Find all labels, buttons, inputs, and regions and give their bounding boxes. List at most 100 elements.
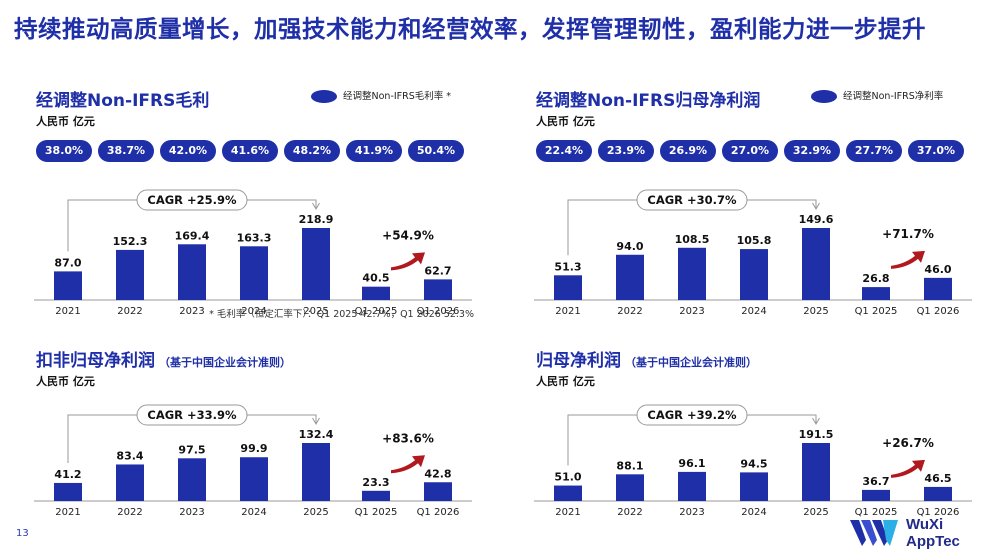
- bar: [678, 471, 706, 501]
- bar: [678, 247, 706, 300]
- growth-label: +26.7%: [882, 436, 934, 450]
- cagr-pill: [136, 404, 248, 426]
- data-label: 149.6: [799, 213, 834, 226]
- x-tick-label: Q1 2026: [917, 306, 960, 317]
- panel-gross-profit: 经调整Non-IFRS毛利 经调整Non-IFRS毛利率 * 人民币 亿元 38…: [16, 74, 486, 324]
- cagr-bracket-right: [747, 414, 817, 423]
- x-tick-label: 2025: [803, 507, 828, 518]
- logo-line1: WuXi: [906, 516, 944, 533]
- margin-pills: 38.0% 38.7% 42.0% 41.6% 48.2% 41.9% 50.4%: [36, 140, 476, 164]
- bar: [178, 458, 206, 501]
- growth-label: +54.9%: [382, 228, 434, 242]
- growth-label: +71.7%: [882, 227, 934, 241]
- margin-pill: 50.4%: [408, 140, 464, 162]
- data-label: 26.8: [862, 272, 889, 285]
- bar: [240, 457, 268, 501]
- logo-mark-icon: [850, 520, 898, 546]
- cagr-arrowhead: [812, 417, 820, 425]
- panel-title-text: 经调整Non-IFRS归母净利润: [536, 91, 761, 111]
- cagr-bracket-right: [247, 414, 317, 423]
- cagr-label: CAGR +33.9%: [147, 408, 237, 422]
- bar: [924, 277, 952, 300]
- data-label: 96.1: [678, 457, 705, 470]
- cagr-label: CAGR +39.2%: [647, 408, 737, 422]
- panel-title: 经调整Non-IFRS毛利: [36, 86, 209, 111]
- unit-label: 人民币 亿元: [36, 115, 95, 128]
- bar: [302, 443, 330, 501]
- unit-label: 人民币 亿元: [536, 375, 595, 388]
- x-tick-label: 2021: [55, 507, 80, 518]
- legend-marker: [311, 90, 337, 103]
- cagr-pill: [136, 189, 248, 211]
- growth-label: +83.6%: [382, 431, 434, 445]
- cagr-label: CAGR +25.9%: [147, 193, 237, 207]
- legend: 经调整Non-IFRS毛利率 *: [311, 88, 451, 103]
- panel-net-profit-adjusted: 经调整Non-IFRS归母净利润 经调整Non-IFRS净利率 人民币 亿元 2…: [516, 74, 986, 324]
- bar-chart: 41.2 2021 83.4 2022 97.5 2023 99.9 2024 132.4 202…: [34, 404, 472, 518]
- x-tick-label: 2024: [741, 306, 766, 317]
- unit-label: 人民币 亿元: [536, 115, 595, 128]
- bar: [424, 482, 452, 501]
- cagr-pill: [636, 189, 748, 211]
- bar: [802, 443, 830, 501]
- x-tick-label: 2021: [55, 306, 80, 317]
- data-label: 46.5: [924, 472, 951, 485]
- margin-pill: 38.7%: [98, 140, 154, 162]
- bar: [740, 249, 768, 300]
- bar: [362, 490, 390, 501]
- margin-pill: 26.9%: [660, 140, 716, 162]
- panel-title-text: 经调整Non-IFRS毛利: [36, 91, 210, 111]
- x-tick-label: 2024: [241, 306, 266, 317]
- unit-label: 人民币 亿元: [36, 375, 95, 388]
- x-tick-label: 2023: [679, 306, 704, 317]
- margin-pill: 27.7%: [846, 140, 902, 162]
- legend: 经调整Non-IFRS净利率: [811, 88, 943, 103]
- page-headline: 持续推动高质量增长，加强技术能力和经营效率，发挥管理韧性，盈利能力进一步提升: [14, 15, 926, 43]
- data-label: 88.1: [616, 459, 643, 472]
- x-tick-label: Q1 2025: [355, 507, 398, 518]
- data-label: 46.0: [924, 263, 951, 276]
- panel-title: 归母净利润 （基于中国企业会计准则）: [536, 346, 757, 371]
- x-tick-label: 2025: [303, 306, 328, 317]
- x-tick-label: 2025: [303, 507, 328, 518]
- legend-marker: [811, 90, 837, 103]
- bar: [924, 486, 952, 501]
- bar: [116, 249, 144, 300]
- x-tick-label: 2023: [679, 507, 704, 518]
- bar: [616, 254, 644, 300]
- company-logo: WuXi AppTec: [850, 516, 990, 554]
- cagr-arrowhead: [312, 202, 320, 210]
- x-tick-label: 2025: [803, 306, 828, 317]
- data-label: 51.3: [554, 260, 581, 273]
- x-tick-label: 2022: [117, 507, 142, 518]
- panel-title: 扣非归母净利润 （基于中国企业会计准则）: [36, 346, 291, 371]
- growth-arrow-icon: [391, 455, 425, 474]
- growth-arrow-icon: [891, 250, 925, 269]
- x-tick-label: 2024: [741, 507, 766, 518]
- panel-subtitle: （基于中国企业会计准则）: [159, 356, 291, 369]
- margin-pill: 27.0%: [722, 140, 778, 162]
- logo-text: WuXi AppTec: [906, 516, 960, 550]
- bar: [616, 474, 644, 501]
- growth-arrow-icon: [391, 252, 425, 271]
- data-label: 83.4: [116, 449, 143, 462]
- cagr-arrowhead: [312, 417, 320, 425]
- bar: [116, 464, 144, 501]
- data-label: 40.5: [362, 272, 389, 285]
- x-tick-label: Q1 2026: [417, 507, 460, 518]
- margin-pill: 32.9%: [784, 140, 840, 162]
- x-tick-label: 2021: [555, 507, 580, 518]
- bar-chart: 51.3 2021 94.0 2022 108.5 2023 105.8 2024 149.6 2…: [534, 189, 972, 317]
- margin-pill: 41.9%: [346, 140, 402, 162]
- margin-pill: 38.0%: [36, 140, 92, 162]
- data-label: 87.0: [54, 256, 81, 269]
- data-label: 191.5: [799, 428, 834, 441]
- cagr-bracket-left: [67, 199, 137, 252]
- data-label: 169.4: [175, 229, 210, 242]
- bar: [554, 275, 582, 300]
- x-tick-label: Q1 2025: [355, 306, 398, 317]
- x-tick-label: 2023: [179, 306, 204, 317]
- bar: [54, 482, 82, 501]
- x-tick-label: Q1 2025: [855, 306, 898, 317]
- data-label: 97.5: [178, 443, 205, 456]
